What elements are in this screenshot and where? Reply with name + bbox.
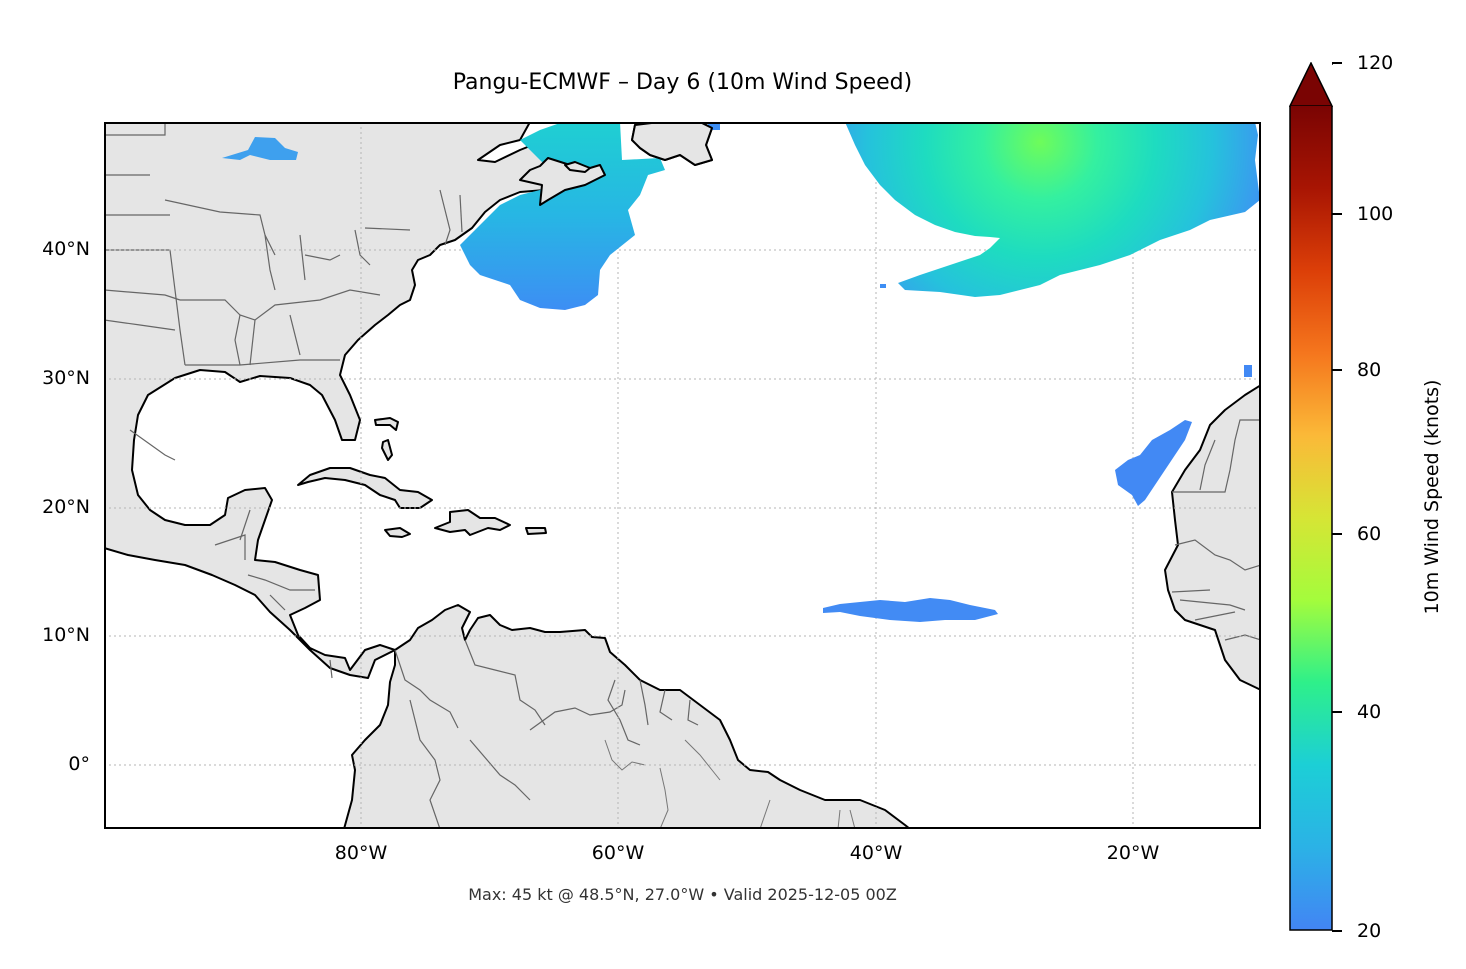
colorbar bbox=[1289, 62, 1333, 931]
lon-tick-20w: 20°W bbox=[1106, 842, 1160, 864]
minor-borders-layer bbox=[604, 739, 855, 827]
wind-region-canary-small bbox=[1244, 365, 1252, 377]
wind-region-small-patch bbox=[708, 124, 720, 130]
lon-tick-60w: 60°W bbox=[591, 842, 645, 864]
lat-tick-20n: 20°N bbox=[42, 496, 90, 518]
colorbar-gradient bbox=[1290, 105, 1332, 930]
wind-region-small-patch-2 bbox=[880, 284, 886, 288]
wind-region-us-northeast bbox=[460, 124, 665, 310]
lat-tick-0: 0° bbox=[68, 753, 90, 775]
map-canvas bbox=[106, 124, 1259, 827]
colorbar-tick-80: 80 bbox=[1357, 359, 1382, 381]
colorbar-tick-60: 60 bbox=[1357, 523, 1382, 545]
max-wind-footer: Max: 45 kt @ 48.5°N, 27.0°W • Valid 2025… bbox=[468, 885, 897, 904]
colorbar-tick-120: 120 bbox=[1357, 52, 1394, 74]
wind-field-layer bbox=[222, 124, 1259, 622]
wind-region-canary bbox=[1115, 420, 1192, 506]
wind-region-lake-superior bbox=[222, 137, 298, 160]
lon-tick-40w: 40°W bbox=[849, 842, 903, 864]
colorbar-label: 10m Wind Speed (knots) bbox=[1421, 379, 1443, 615]
colorbar-tick-100: 100 bbox=[1357, 203, 1394, 225]
wind-region-north-atlantic bbox=[845, 124, 1259, 297]
lat-tick-30n: 30°N bbox=[42, 367, 90, 389]
colorbar-extend-arrow bbox=[1289, 62, 1333, 107]
map-panel bbox=[104, 122, 1261, 829]
lat-tick-40n: 40°N bbox=[42, 238, 90, 260]
colorbar-tick-40: 40 bbox=[1357, 701, 1382, 723]
lon-tick-80w: 80°W bbox=[334, 842, 388, 864]
lat-tick-10n: 10°N bbox=[42, 624, 90, 646]
chart-title: Pangu-ECMWF – Day 6 (10m Wind Speed) bbox=[452, 70, 913, 95]
wind-region-tropical bbox=[823, 598, 998, 622]
colorbar-tick-20: 20 bbox=[1357, 920, 1382, 942]
coastline-overlay bbox=[519, 124, 713, 206]
